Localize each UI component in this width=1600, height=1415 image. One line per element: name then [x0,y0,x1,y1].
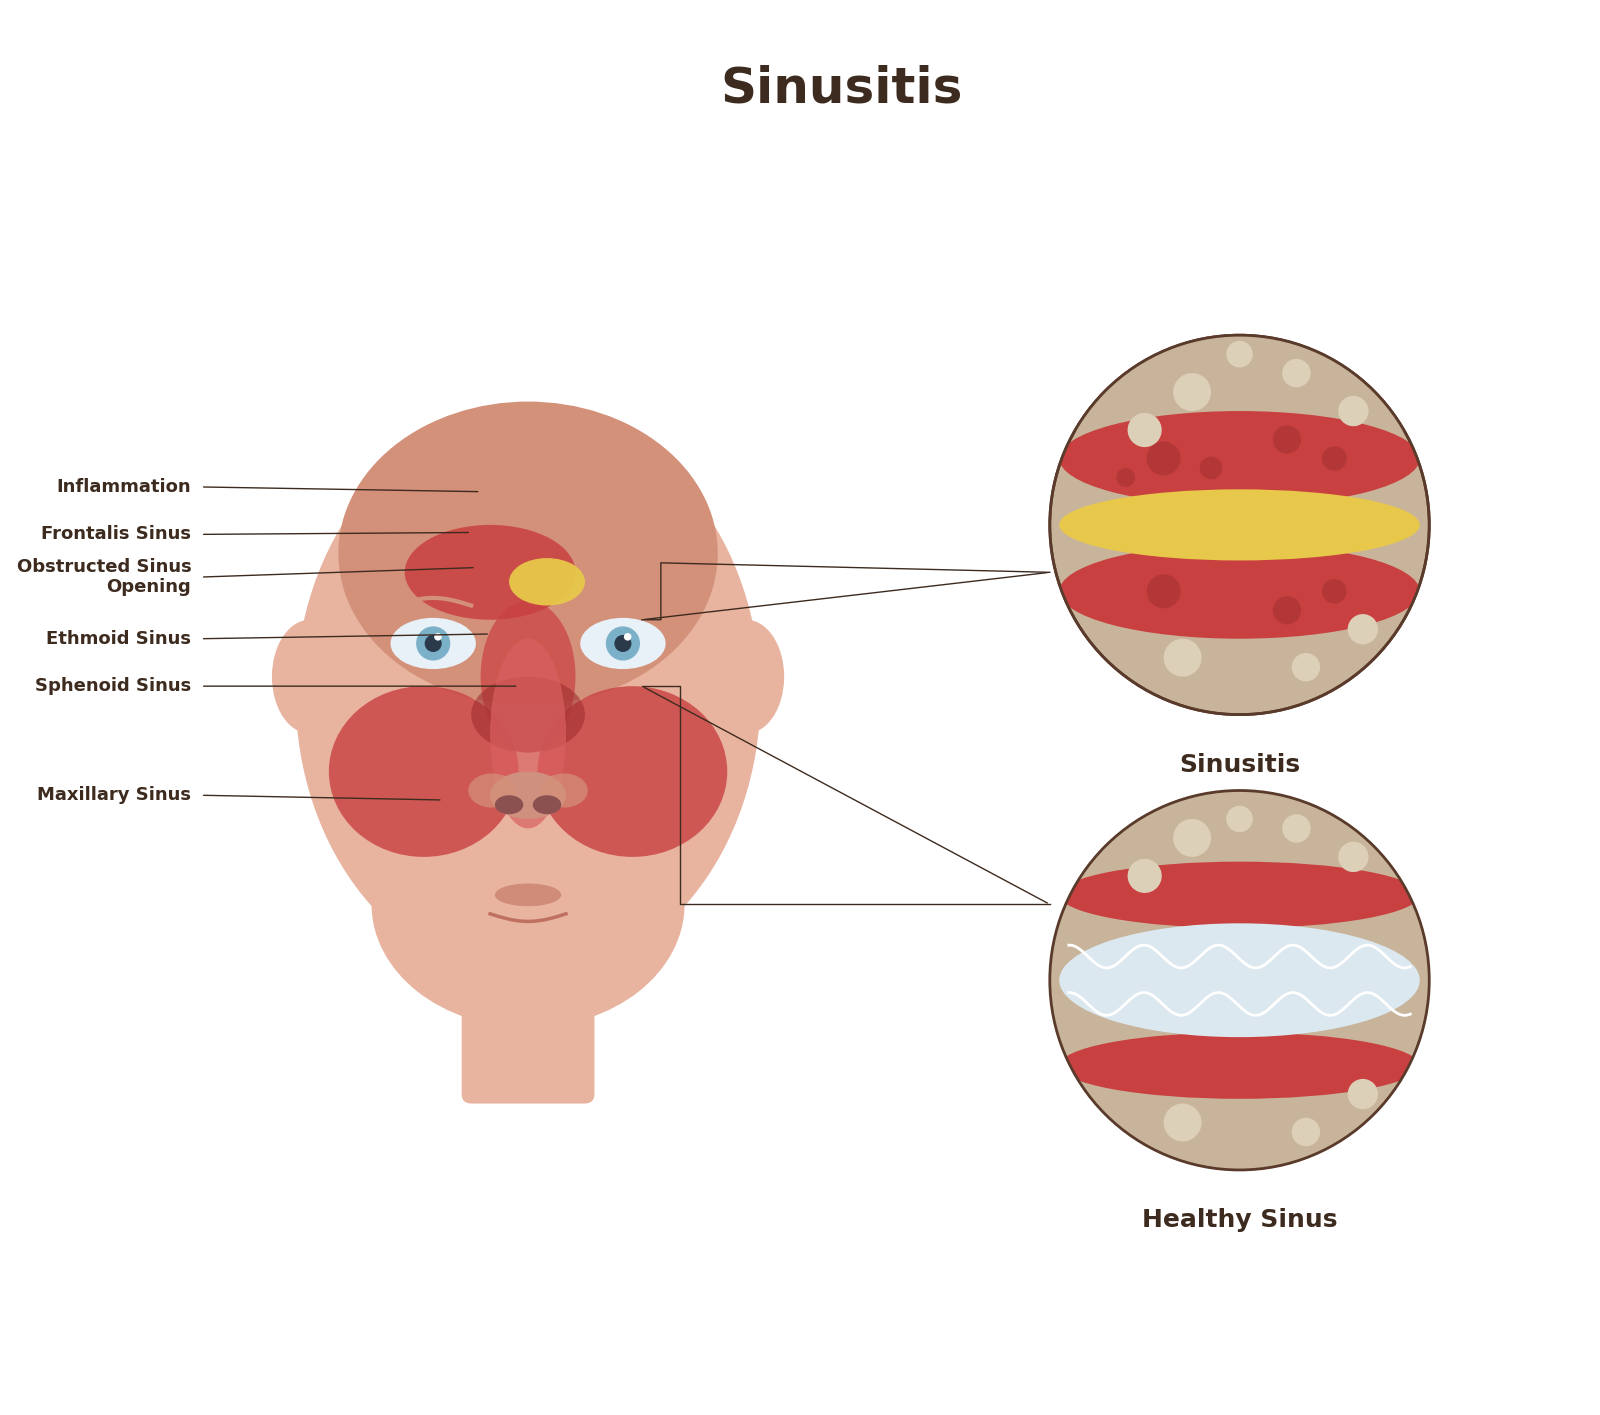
Circle shape [1050,335,1429,715]
Circle shape [1226,341,1253,368]
Circle shape [624,633,632,641]
Ellipse shape [371,781,685,1027]
Text: Frontalis Sinus: Frontalis Sinus [42,525,192,543]
Circle shape [614,635,632,652]
Circle shape [1347,614,1378,644]
Text: Obstructed Sinus
Opening: Obstructed Sinus Opening [16,558,192,597]
Text: Maxillary Sinus: Maxillary Sinus [37,787,192,804]
Ellipse shape [1059,924,1419,1037]
Ellipse shape [494,883,562,906]
Ellipse shape [480,601,576,753]
Ellipse shape [581,618,666,669]
Ellipse shape [469,774,515,808]
FancyBboxPatch shape [462,952,595,1104]
Ellipse shape [533,795,562,814]
Circle shape [1128,413,1162,447]
Ellipse shape [709,620,784,733]
Wedge shape [1075,335,1403,466]
Ellipse shape [1059,490,1419,560]
Ellipse shape [490,638,566,828]
Circle shape [1163,638,1202,676]
Ellipse shape [272,620,347,733]
Ellipse shape [1059,862,1419,928]
Circle shape [1282,359,1310,388]
Text: Healthy Sinus: Healthy Sinus [1142,1208,1338,1232]
Ellipse shape [1059,543,1419,638]
Ellipse shape [296,410,760,981]
Text: Inflammation: Inflammation [56,478,192,495]
Text: Ethmoid Sinus: Ethmoid Sinus [46,630,192,648]
Ellipse shape [1059,1033,1419,1099]
Circle shape [416,627,450,661]
Circle shape [1117,468,1134,487]
Circle shape [1147,441,1181,475]
Ellipse shape [470,676,586,753]
Circle shape [1272,426,1301,454]
Circle shape [1282,814,1310,843]
Circle shape [1147,574,1181,608]
Ellipse shape [538,686,728,857]
Ellipse shape [390,618,475,669]
Circle shape [1338,396,1368,426]
Circle shape [1173,819,1211,857]
Text: Sinusitis: Sinusitis [720,65,962,113]
Ellipse shape [338,402,718,705]
Circle shape [1226,805,1253,832]
Circle shape [1173,374,1211,410]
Text: Sphenoid Sinus: Sphenoid Sinus [35,678,192,695]
Circle shape [1128,859,1162,893]
Text: Sinusitis: Sinusitis [1179,753,1301,777]
Circle shape [1338,842,1368,872]
Circle shape [1163,1104,1202,1142]
Circle shape [1322,579,1347,604]
Ellipse shape [405,525,576,620]
Circle shape [1347,1078,1378,1109]
Circle shape [1291,1118,1320,1146]
Circle shape [434,633,442,641]
Circle shape [606,627,640,661]
Ellipse shape [494,795,523,814]
Circle shape [1322,446,1347,471]
Circle shape [1050,791,1429,1170]
Ellipse shape [1059,410,1419,507]
Circle shape [424,635,442,652]
Ellipse shape [330,686,518,857]
Circle shape [1272,596,1301,624]
Ellipse shape [509,558,586,606]
Ellipse shape [541,774,587,808]
Ellipse shape [490,771,566,819]
Circle shape [1200,457,1222,480]
Circle shape [1291,652,1320,682]
